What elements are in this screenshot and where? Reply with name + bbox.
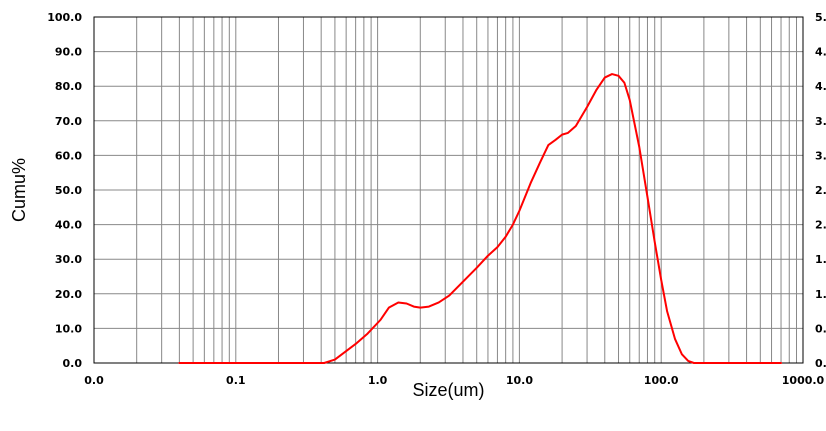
x-tick-label: 0.1 (226, 374, 246, 387)
y-tick-label: 20.0 (55, 288, 82, 301)
right-tick-label: 5. (815, 11, 826, 24)
x-tick-label: 10.0 (506, 374, 533, 387)
y-tick-label: 30.0 (55, 253, 82, 266)
y-tick-label: 40.0 (55, 219, 82, 232)
y-tick-label: 60.0 (55, 149, 82, 162)
x-tick-label: 100.0 (644, 374, 679, 387)
right-tick-label: 2. (815, 219, 826, 232)
y-axis-title: Cumu% (9, 158, 29, 222)
series-line (178, 73, 783, 364)
y-tick-label: 0.0 (63, 357, 83, 370)
x-tick-label: 0.0 (84, 374, 104, 387)
y-tick-label: 90.0 (55, 46, 82, 59)
y-tick-label: 80.0 (55, 80, 82, 93)
y-tick-label: 100.0 (47, 11, 82, 24)
x-axis-title: Size(um) (412, 380, 484, 400)
y-tick-label: 70.0 (55, 115, 82, 128)
right-tick-label: 1. (815, 253, 826, 266)
right-tick-label: 0. (815, 322, 826, 335)
right-axis-tick-labels: 0. 0. 1. 1. 2. 2. 3. 3. 4. 4. 5. (815, 11, 826, 370)
x-tick-label: 1.0 (368, 374, 388, 387)
x-tick-label: 1000.0 (782, 374, 825, 387)
right-tick-label: 0. (815, 357, 826, 370)
right-tick-label: 4. (815, 80, 826, 93)
gridlines (94, 17, 803, 363)
x-axis-tick-labels: 0.0 0.1 1.0 10.0 100.0 1000.0 (84, 374, 824, 387)
right-tick-label: 1. (815, 288, 826, 301)
y-tick-label: 10.0 (55, 322, 82, 335)
right-tick-label: 3. (815, 149, 826, 162)
plot-frame (93, 16, 804, 364)
right-tick-label: 3. (815, 115, 826, 128)
right-tick-label: 2. (815, 184, 826, 197)
y-tick-label: 50.0 (55, 184, 82, 197)
right-tick-label: 4. (815, 46, 826, 59)
y-axis-tick-labels: 0.0 10.0 20.0 30.0 40.0 50.0 60.0 70.0 80.0 90.0 1… (47, 11, 82, 370)
